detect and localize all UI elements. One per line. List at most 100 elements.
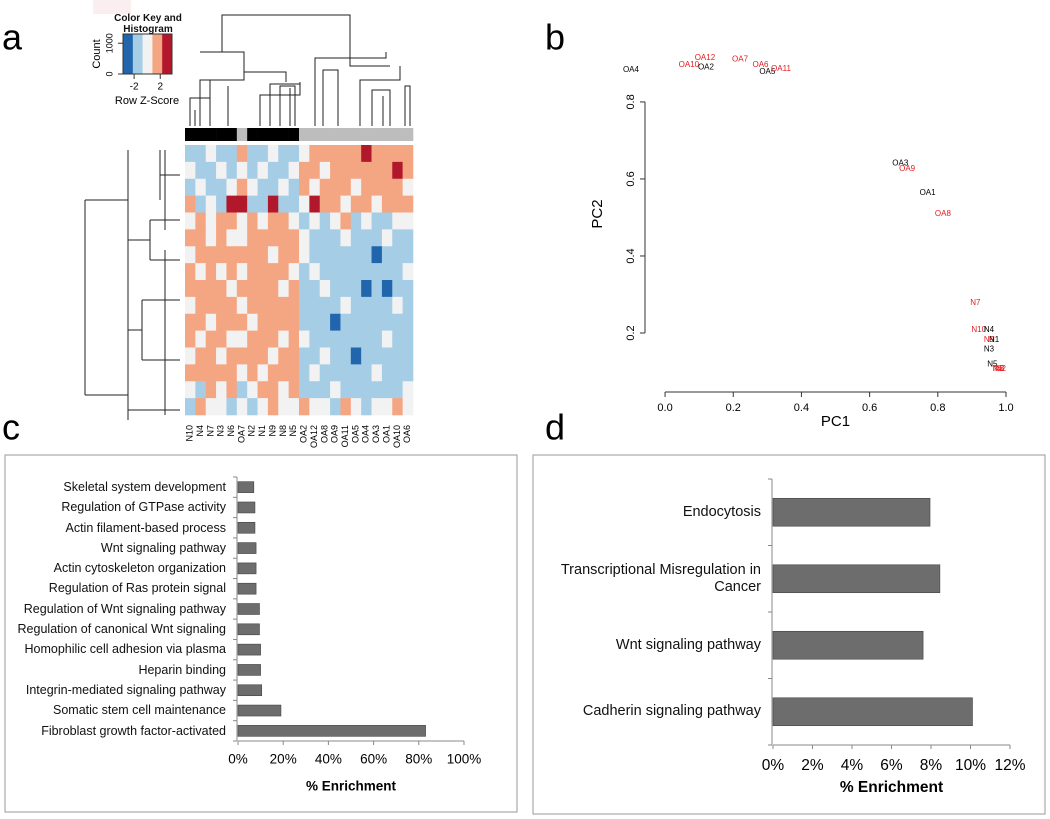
heatmap-cell — [361, 246, 372, 264]
panel-letter: a — [2, 17, 23, 58]
heatmap-cell — [267, 280, 279, 298]
heatmap-cell — [340, 280, 352, 298]
heatmap-cell — [309, 296, 321, 315]
heatmap-cell — [309, 145, 321, 163]
heatmap-cell — [340, 364, 352, 382]
heatmap-cell — [371, 381, 383, 399]
heatmap-cell — [288, 313, 300, 331]
heatmap-cell — [350, 330, 362, 348]
heatmap-cell — [247, 229, 258, 247]
heatmap-cell — [205, 280, 217, 298]
x-axis-label: PC1 — [821, 413, 850, 430]
key-band — [142, 34, 153, 74]
heatmap-cell — [319, 195, 331, 213]
heatmap-cell — [361, 161, 372, 180]
label-box: Transcriptional Misregulation in Cancer — [561, 562, 761, 595]
heatmap-cell — [288, 381, 300, 399]
x-tick-label: 10% — [955, 757, 986, 774]
group-bar — [361, 128, 372, 141]
heatmap-cell — [216, 330, 227, 348]
heatmap-cell — [226, 145, 238, 163]
heatmap-cell — [309, 161, 321, 180]
heatmap-cell — [402, 398, 414, 416]
heatmap-cell — [319, 296, 331, 315]
key-band — [152, 34, 163, 74]
heatmap-cell — [226, 280, 238, 298]
heatmap-cell — [247, 398, 258, 416]
heatmap-cell — [350, 195, 362, 213]
heatmap-cell — [195, 398, 207, 416]
heatmap-cell — [257, 263, 269, 281]
heatmap-cell — [340, 347, 352, 365]
point-label: OA3 — [892, 159, 909, 168]
heatmap-cell — [299, 229, 310, 247]
heatmap-cell — [361, 212, 372, 230]
heatmap-cell — [288, 229, 300, 247]
column-label: OA1 — [381, 425, 391, 443]
group-bar — [288, 128, 300, 141]
panel-frame — [532, 454, 1046, 815]
label-box: Regulation of Wnt signaling pathway — [23, 601, 226, 616]
heatmap-cell — [216, 246, 227, 264]
heatmap-cell — [247, 178, 258, 196]
heatmap-cell — [330, 145, 341, 163]
label: Cadherin signaling pathway — [582, 703, 761, 720]
heatmap-cell — [381, 195, 393, 213]
label-box: Actin filament-based process — [66, 521, 227, 535]
label-box: Actin cytoskeleton organization — [53, 561, 226, 576]
heatmap-cell — [236, 347, 248, 365]
heatmap-cell — [361, 263, 372, 281]
heatmap-cell — [195, 296, 207, 315]
heatmap-cell — [205, 246, 217, 264]
point-label: N8 — [994, 364, 1005, 373]
heatmap-cell — [350, 398, 362, 416]
heatmap-cell — [402, 161, 414, 180]
heatmap-cell — [185, 347, 196, 365]
heatmap-cell — [309, 330, 321, 348]
heatmap-cell — [350, 347, 362, 365]
heatmap-cell — [299, 364, 310, 382]
heatmap-cell — [216, 280, 227, 298]
heatmap-cell — [371, 145, 383, 163]
panel-letter: d — [545, 407, 565, 448]
label: Actin cytoskeleton organization — [53, 561, 226, 576]
heatmap-cell — [299, 161, 310, 180]
heatmap-cell — [278, 313, 289, 331]
group-bar — [402, 128, 414, 141]
heatmap-cell — [371, 330, 383, 348]
heatmap-cell — [371, 229, 383, 247]
heatmap-cell — [226, 178, 238, 196]
heatmap-cell — [205, 229, 217, 247]
x-tick-label: 100% — [447, 752, 482, 767]
heatmap-cell — [288, 195, 300, 213]
heatmap-cell — [257, 280, 269, 298]
heatmap-cell — [361, 178, 372, 196]
heatmap-cell — [350, 263, 362, 281]
heatmap-cell — [288, 364, 300, 382]
heatmap-cell — [267, 263, 279, 281]
label-box: Regulation of GTPase activity — [61, 500, 226, 514]
column-label: OA12 — [309, 425, 319, 448]
column-label: OA8 — [319, 425, 329, 443]
heatmap-cell — [309, 398, 321, 416]
heatmap-cell — [392, 296, 403, 315]
heatmap-cell — [257, 178, 269, 196]
point-label: N6 — [992, 364, 1003, 373]
bar — [237, 521, 256, 534]
heatmap-cell — [381, 280, 393, 298]
heatmap-cell — [350, 145, 362, 163]
bar — [237, 603, 260, 615]
heatmap-cell — [185, 263, 196, 281]
heatmap-cell — [226, 296, 238, 315]
label-box: Somatic stem cell maintenance — [53, 703, 226, 717]
heatmap-cell — [205, 195, 217, 213]
heatmap-cell — [288, 398, 300, 416]
heatmap-cell — [381, 263, 393, 281]
bar — [237, 623, 260, 636]
heatmap-cell — [381, 347, 393, 365]
point-label: OA1 — [920, 188, 937, 197]
heatmap-cell — [361, 145, 372, 163]
heatmap-cell — [361, 347, 372, 365]
label: Regulation of Wnt signaling pathway — [23, 601, 226, 616]
heatmap-cell — [299, 381, 310, 399]
